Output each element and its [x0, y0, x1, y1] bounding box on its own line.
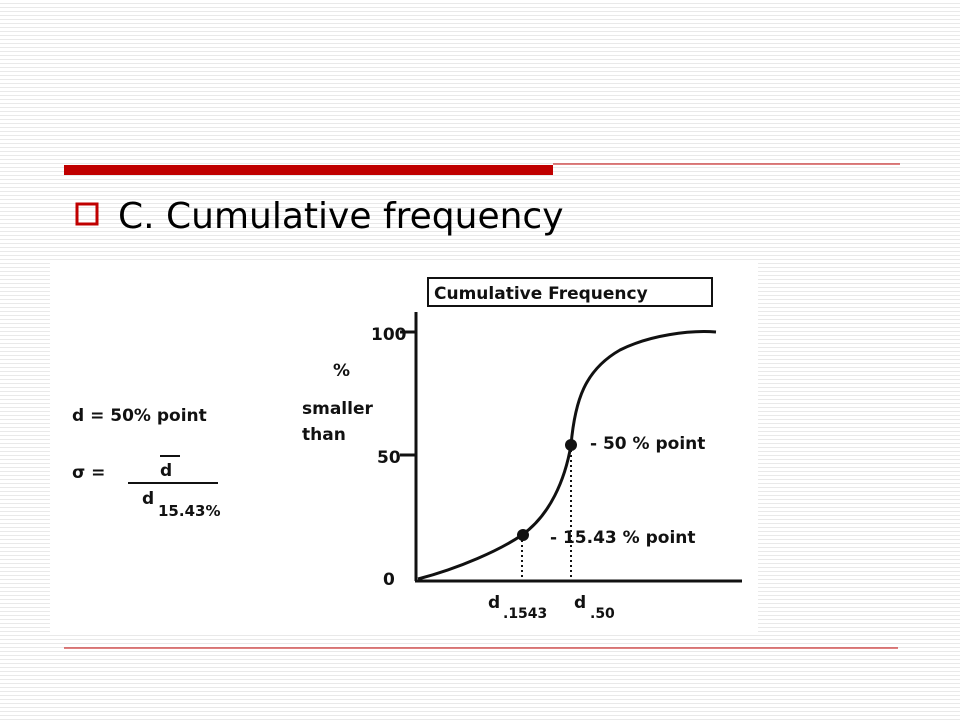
y-tick-label: 100 — [371, 325, 407, 345]
annotation: - 15.43 % point — [550, 528, 696, 548]
slide-title: C. Cumulative frequency — [118, 196, 564, 237]
figure-panel — [50, 263, 758, 632]
definition: d = 50% point — [72, 406, 207, 426]
sigma-symbol: σ = — [72, 463, 105, 483]
y-axis-label: than — [302, 425, 346, 445]
bullet — [75, 202, 99, 226]
x-label: d — [488, 593, 500, 613]
x-label-subscript: .1543 — [503, 606, 547, 622]
sigma-numerator: d — [160, 461, 172, 481]
sigma-subscript: 15.43% — [158, 502, 220, 520]
y-tick-label: 50 — [377, 448, 401, 468]
figure-title-box — [427, 277, 713, 307]
x-label: d — [574, 593, 586, 613]
annotation: - 50 % point — [590, 434, 705, 454]
point — [517, 529, 529, 541]
sigma-denominator: d — [142, 489, 154, 509]
x-label-subscript: .50 — [590, 606, 615, 622]
y-tick-label: 0 — [383, 570, 395, 590]
title-bar — [64, 165, 553, 175]
figure-title: Cumulative Frequency — [434, 284, 648, 304]
point — [565, 439, 577, 451]
y-axis-label: % — [333, 361, 350, 381]
y-axis-label: smaller — [302, 399, 373, 419]
